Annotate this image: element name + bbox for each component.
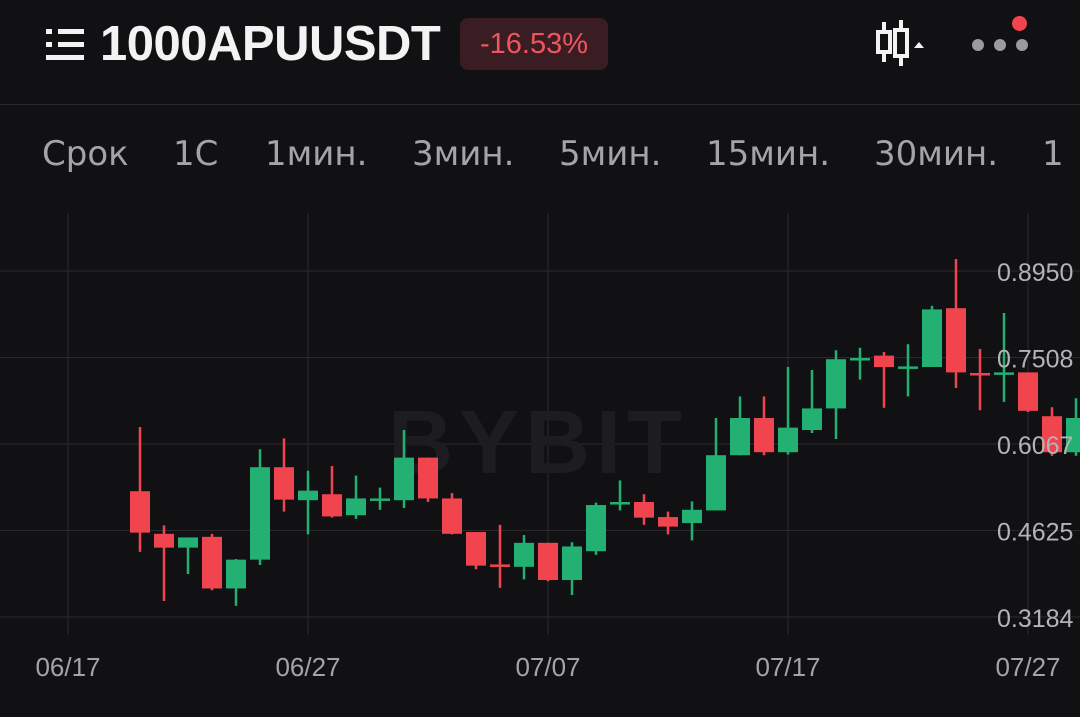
interval-30min[interactable]: 30мин. bbox=[874, 134, 999, 174]
notification-dot bbox=[1012, 16, 1027, 31]
candle-body bbox=[274, 467, 294, 500]
y-tick-label: 0.3184 bbox=[997, 605, 1074, 633]
y-tick-label: 0.8950 bbox=[997, 259, 1073, 287]
interval-1s[interactable]: 1С bbox=[173, 134, 219, 174]
candle-body bbox=[802, 408, 822, 431]
candle-body bbox=[562, 546, 582, 581]
interval-1h-partial[interactable]: 1 bbox=[1042, 134, 1064, 174]
interval-5min[interactable]: 5мин. bbox=[559, 134, 662, 174]
candle-body bbox=[706, 455, 726, 511]
candle-body bbox=[994, 372, 1014, 375]
candlestick-icon[interactable] bbox=[874, 18, 926, 68]
interval-term[interactable]: Срок bbox=[42, 134, 129, 174]
interval-1min[interactable]: 1мин. bbox=[265, 134, 368, 174]
candle-body bbox=[946, 308, 966, 373]
candle-body bbox=[394, 457, 414, 501]
price-change-badge: -16.53% bbox=[460, 18, 608, 70]
candle-body bbox=[922, 309, 942, 368]
candle-body bbox=[970, 373, 990, 376]
candle-body bbox=[634, 502, 654, 518]
interval-3min[interactable]: 3мин. bbox=[412, 134, 515, 174]
candle-body bbox=[1066, 418, 1080, 453]
candle-body bbox=[898, 366, 918, 369]
candlestick-chart[interactable]: BYBIT0.89500.75080.60670.46250.318406/17… bbox=[0, 205, 1080, 717]
candle-body bbox=[202, 536, 222, 589]
candle-body bbox=[826, 359, 846, 409]
y-tick-label: 0.7508 bbox=[997, 346, 1073, 374]
candle-body bbox=[538, 542, 558, 581]
candle-body bbox=[874, 355, 894, 368]
top-bar: 1000APUUSDT -16.53% bbox=[0, 0, 1080, 105]
x-tick-label: 06/17 bbox=[35, 652, 100, 682]
x-tick-label: 06/27 bbox=[275, 652, 340, 682]
interval-15min[interactable]: 15мин. bbox=[706, 134, 831, 174]
candle-body bbox=[610, 502, 630, 505]
candle-body bbox=[442, 498, 462, 534]
candle-body bbox=[514, 542, 534, 567]
candle-body bbox=[418, 457, 438, 499]
candle-body bbox=[178, 537, 198, 548]
x-tick-label: 07/17 bbox=[755, 652, 820, 682]
candle-body bbox=[370, 498, 390, 501]
trading-pair-symbol[interactable]: 1000APUUSDT bbox=[100, 17, 441, 71]
y-tick-label: 0.4625 bbox=[997, 519, 1073, 547]
candle-body bbox=[754, 418, 774, 453]
more-dots-icon[interactable] bbox=[970, 30, 1030, 60]
x-tick-label: 07/27 bbox=[995, 652, 1060, 682]
candle-body bbox=[730, 418, 750, 456]
candle-body bbox=[490, 564, 510, 567]
candle-body bbox=[346, 498, 366, 516]
candle-body bbox=[658, 517, 678, 527]
interval-selector: Срок 1С 1мин. 3мин. 5мин. 15мин. 30мин. … bbox=[0, 105, 1080, 200]
candle-body bbox=[1018, 372, 1038, 411]
x-tick-label: 07/07 bbox=[515, 652, 580, 682]
candle-body bbox=[226, 559, 246, 589]
candle-body bbox=[466, 532, 486, 566]
candle-body bbox=[778, 427, 798, 453]
candle-body bbox=[130, 491, 150, 533]
candle-body bbox=[850, 358, 870, 361]
y-tick-label: 0.6067 bbox=[997, 432, 1073, 460]
candle-body bbox=[298, 490, 318, 501]
candle-body bbox=[250, 467, 270, 560]
list-menu-icon[interactable] bbox=[44, 26, 86, 64]
candle-body bbox=[322, 494, 342, 517]
candle-body bbox=[154, 533, 174, 548]
candle-body bbox=[586, 505, 606, 552]
candle-body bbox=[1042, 416, 1062, 453]
candle-body bbox=[682, 509, 702, 524]
